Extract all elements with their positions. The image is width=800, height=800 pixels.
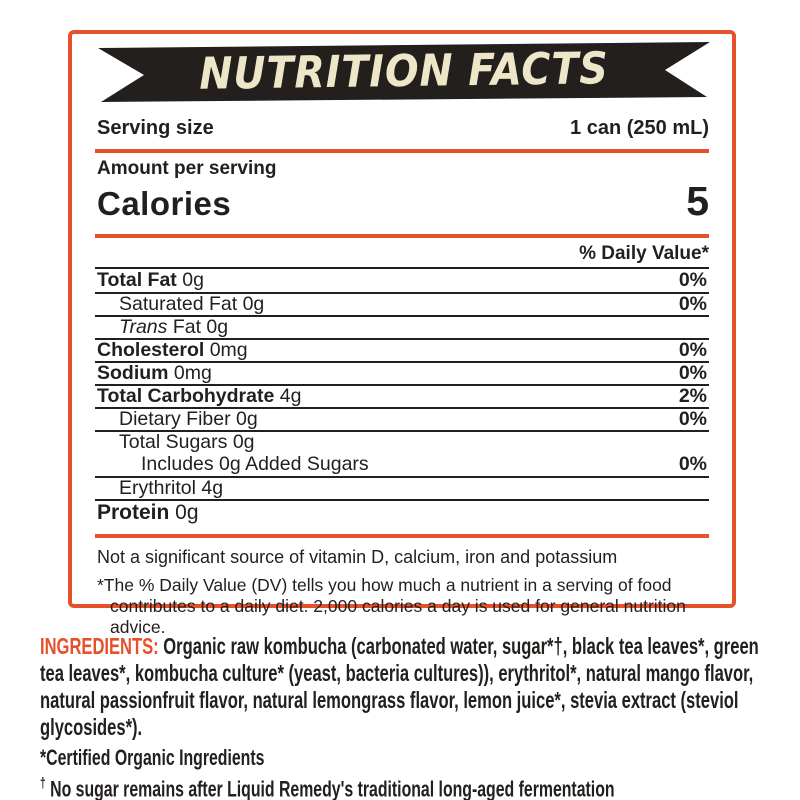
nutrient-daily-value: 0% bbox=[678, 408, 707, 430]
not-significant-note: Not a significant source of vitamin D, c… bbox=[97, 547, 618, 567]
nutrient-row: Total Fat 0g 0% bbox=[95, 269, 709, 292]
nutrient-name: Total Fat 0g bbox=[97, 269, 204, 291]
nutrient-name: Total Sugars 0g bbox=[119, 431, 255, 453]
nutrient-daily-value: 2% bbox=[678, 385, 707, 407]
asterisk-marker: * bbox=[40, 745, 47, 770]
nutrition-rows: Total Fat 0g 0% Saturated Fat 0g 0% Trans Fa… bbox=[95, 267, 709, 525]
ingredients-section: INGREDIENTS: Organic raw kombucha (carbo… bbox=[40, 633, 780, 741]
certified-organic-note: *Certified Organic Ingredients bbox=[40, 745, 265, 770]
footnotes-section: *Certified Organic Ingredients † No suga… bbox=[40, 745, 780, 800]
nutrient-row: Total Carbohydrate 4g 2% bbox=[95, 384, 709, 407]
separator-orange bbox=[95, 534, 709, 538]
serving-size-value: 1 can (250 mL) bbox=[570, 117, 709, 139]
nutrition-facts-panel: NUTRITION FACTS Serving size 1 can (250 … bbox=[68, 30, 736, 637]
nutrient-name: Trans Fat 0g bbox=[119, 316, 229, 338]
nutrient-row: Includes 0g Added Sugars 0% bbox=[95, 453, 709, 476]
calories-label: Calories bbox=[97, 185, 232, 222]
nutrient-row: Cholesterol 0mg 0% bbox=[95, 338, 709, 361]
ingredients-paragraph: INGREDIENTS: Organic raw kombucha (carbo… bbox=[40, 633, 774, 741]
nutrient-row: Trans Fat 0g bbox=[95, 315, 709, 338]
daily-value-footnote: *The % Daily Value (DV) tells you how mu… bbox=[97, 575, 686, 637]
serving-size-label: Serving size bbox=[97, 117, 214, 139]
nutrient-row: Erythritol 4g bbox=[95, 476, 709, 499]
nutrient-row: Dietary Fiber 0g 0% bbox=[95, 407, 709, 430]
nutrient-row: Protein 0g bbox=[95, 499, 709, 525]
nutrient-daily-value: 0% bbox=[678, 362, 707, 384]
nutrient-row: Total Sugars 0g bbox=[95, 430, 709, 453]
nutrient-daily-value: 0% bbox=[678, 293, 707, 315]
nutrient-row: Saturated Fat 0g 0% bbox=[95, 292, 709, 315]
ingredients-heading: INGREDIENTS: bbox=[40, 633, 159, 659]
dagger-marker: † bbox=[40, 776, 46, 792]
nutrient-name: Sodium 0mg bbox=[97, 362, 212, 384]
no-sugar-note: † No sugar remains after Liquid Remedy's… bbox=[40, 776, 615, 800]
calories-value: 5 bbox=[686, 178, 709, 224]
ingredients-text: Organic raw kombucha (carbonated water, … bbox=[40, 633, 759, 740]
daily-value-header: % Daily Value* bbox=[579, 243, 709, 264]
nutrition-facts-banner: NUTRITION FACTS bbox=[98, 42, 710, 103]
separator-orange bbox=[95, 234, 709, 238]
nutrient-daily-value: 0% bbox=[678, 453, 707, 475]
serving-size-row: Serving size 1 can (250 mL) bbox=[97, 117, 709, 140]
panel-title: NUTRITION FACTS bbox=[199, 42, 609, 100]
banner-ribbon-shape bbox=[98, 42, 710, 102]
calories-row: Calories 5 bbox=[97, 178, 709, 225]
nutrient-daily-value: 0% bbox=[678, 339, 707, 361]
amount-per-serving-label: Amount per serving bbox=[97, 158, 277, 179]
nutrient-daily-value: 0% bbox=[678, 269, 707, 291]
nutrient-name: Dietary Fiber 0g bbox=[119, 408, 258, 430]
nutrient-name: Includes 0g Added Sugars bbox=[141, 453, 369, 475]
nutrient-name: Total Carbohydrate 4g bbox=[97, 385, 302, 407]
separator-orange bbox=[95, 149, 709, 153]
nutrient-row: Sodium 0mg 0% bbox=[95, 361, 709, 384]
nutrient-name: Erythritol 4g bbox=[119, 477, 224, 499]
nutrient-name: Cholesterol 0mg bbox=[97, 339, 248, 361]
nutrient-name: Protein 0g bbox=[97, 501, 199, 524]
nutrient-name: Saturated Fat 0g bbox=[119, 293, 265, 315]
